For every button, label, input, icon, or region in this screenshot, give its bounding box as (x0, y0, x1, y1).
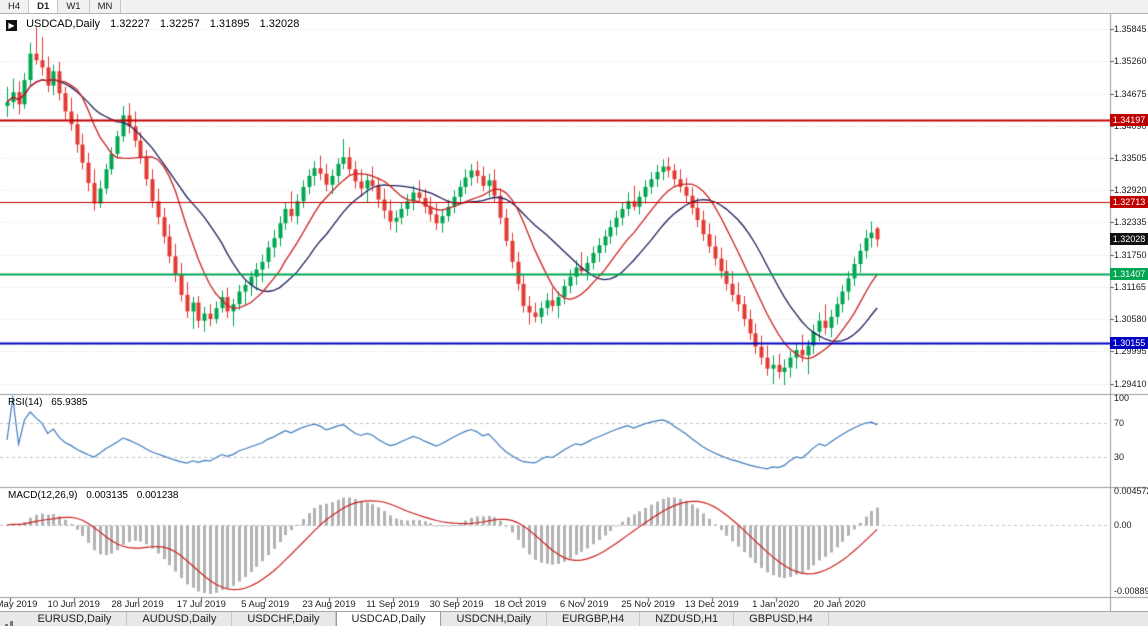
axis-label: 1.30580 (1114, 314, 1147, 325)
macd-name: MACD(12,26,9) (8, 490, 78, 501)
axis-label: 1.31165 (1114, 281, 1146, 292)
axis-label: 1.35845 (1114, 24, 1147, 35)
quote-symbol: USDCAD,Daily (26, 18, 101, 30)
price-level-badge: 1.30155 (1110, 336, 1148, 349)
axis-label: 1.35260 (1114, 56, 1147, 67)
date-axis-label: 25 Nov 2019 (621, 599, 675, 610)
date-axis-label: 10 Jun 2019 (47, 599, 100, 610)
date-axis-label: 11 Sep 2019 (366, 599, 420, 610)
chart-tab-gbpusd-h4[interactable]: GBPUSD,H4 (734, 612, 829, 626)
chart-tab-audusd-daily[interactable]: AUDUSD,Daily (127, 612, 233, 626)
date-axis-label: 28 Jun 2019 (111, 599, 164, 610)
date-axis-label: 1 Jan 2020 (752, 599, 800, 610)
timeframe-toolbar: H4 D1 W1 MN (0, 0, 1148, 14)
date-axis-label: 6 Nov 2019 (559, 599, 609, 610)
axis-label: 100 (1114, 393, 1130, 403)
quote-open: 1.32227 (110, 18, 150, 30)
price-axis[interactable]: 1.358451.352601.346751.340901.335051.329… (1110, 0, 1148, 611)
axis-label: 1.32920 (1114, 185, 1147, 196)
axis-label: 1.33505 (1114, 153, 1147, 163)
time-axis[interactable]: 22 May 2019 10 Jun 2019 28 Jun 2019 17 Jul … (0, 598, 1110, 611)
date-axis-label: 20 Jan 2020 (813, 599, 866, 610)
axis-label: 0.00 (1114, 520, 1132, 530)
rsi-label: RSI(14) 65.9385 (8, 397, 93, 408)
quote-low: 1.31895 (209, 18, 250, 30)
date-axis-label: 23 Aug 2019 (302, 599, 356, 610)
chart-tab-eurusd-daily[interactable]: EURUSD,Daily (22, 612, 128, 626)
axis-label: 1.31750 (1114, 249, 1147, 260)
axis-label: 70 (1114, 418, 1125, 429)
rsi-value: 65.9385 (51, 397, 88, 408)
price-chart-canvas[interactable] (0, 0, 1148, 611)
one-click-trading-icon[interactable]: ▶ (6, 20, 17, 31)
price-level-badge: 1.31407 (1110, 267, 1148, 280)
price-level-badge: 1.34197 (1110, 113, 1148, 126)
axis-label: 30 (1114, 451, 1125, 462)
quote-line: ▶ USDCAD,Daily 1.32227 1.32257 1.31895 1… (6, 18, 306, 31)
axis-label: 0.004572 (1114, 486, 1148, 496)
timeframe-button-w1[interactable]: W1 (58, 0, 90, 13)
date-axis-label: 17 Jul 2019 (176, 599, 226, 610)
date-axis-label: 22 May 2019 (0, 599, 38, 610)
current-price-badge: 1.32028 (1110, 233, 1148, 246)
timeframe-button-d1[interactable]: D1 (29, 0, 59, 13)
chart-tab-eurgbp-h4[interactable]: EURGBP,H4 (547, 612, 641, 626)
axis-label: 1.29995 (1114, 346, 1147, 357)
chart-tab-usdchf-daily[interactable]: USDCHF,Daily (232, 612, 336, 626)
timeframe-button-mn[interactable]: MN (89, 0, 122, 13)
timeframe-button-h4[interactable]: H4 (0, 0, 30, 13)
macd-value: 0.003135 (86, 490, 128, 501)
chart-list-icon (0, 612, 18, 626)
chart-tab-usdcad-daily[interactable]: USDCAD,Daily (335, 612, 442, 626)
axis-label: -0.008895 (1114, 586, 1148, 597)
chart-tab-nzdusd-h1[interactable]: NZDUSD,H1 (640, 612, 735, 626)
quote-high: 1.32257 (159, 18, 200, 30)
chart-tab-usdcnh-daily[interactable]: USDCNH,Daily (441, 612, 548, 626)
axis-label: 1.34675 (1114, 88, 1147, 99)
rsi-name: RSI(14) (8, 397, 43, 408)
macd-signal-value: 0.001238 (136, 490, 179, 501)
date-axis-label: 30 Sep 2019 (429, 599, 484, 610)
date-axis-label: 18 Oct 2019 (494, 599, 547, 610)
axis-label: 1.29410 (1114, 378, 1147, 389)
date-axis-label: 5 Aug 2019 (241, 599, 290, 610)
axis-label: 1.32335 (1114, 217, 1147, 228)
quote-close: 1.32028 (259, 18, 300, 30)
date-axis-label: 13 Dec 2019 (684, 599, 739, 610)
price-level-badge: 1.32713 (1110, 195, 1148, 208)
chart-tab-bar: EURUSD,Daily AUDUSD,Daily USDCHF,Daily USDC… (0, 611, 1148, 626)
macd-label: MACD(12,26,9) 0.003135 0.001238 (8, 490, 184, 501)
